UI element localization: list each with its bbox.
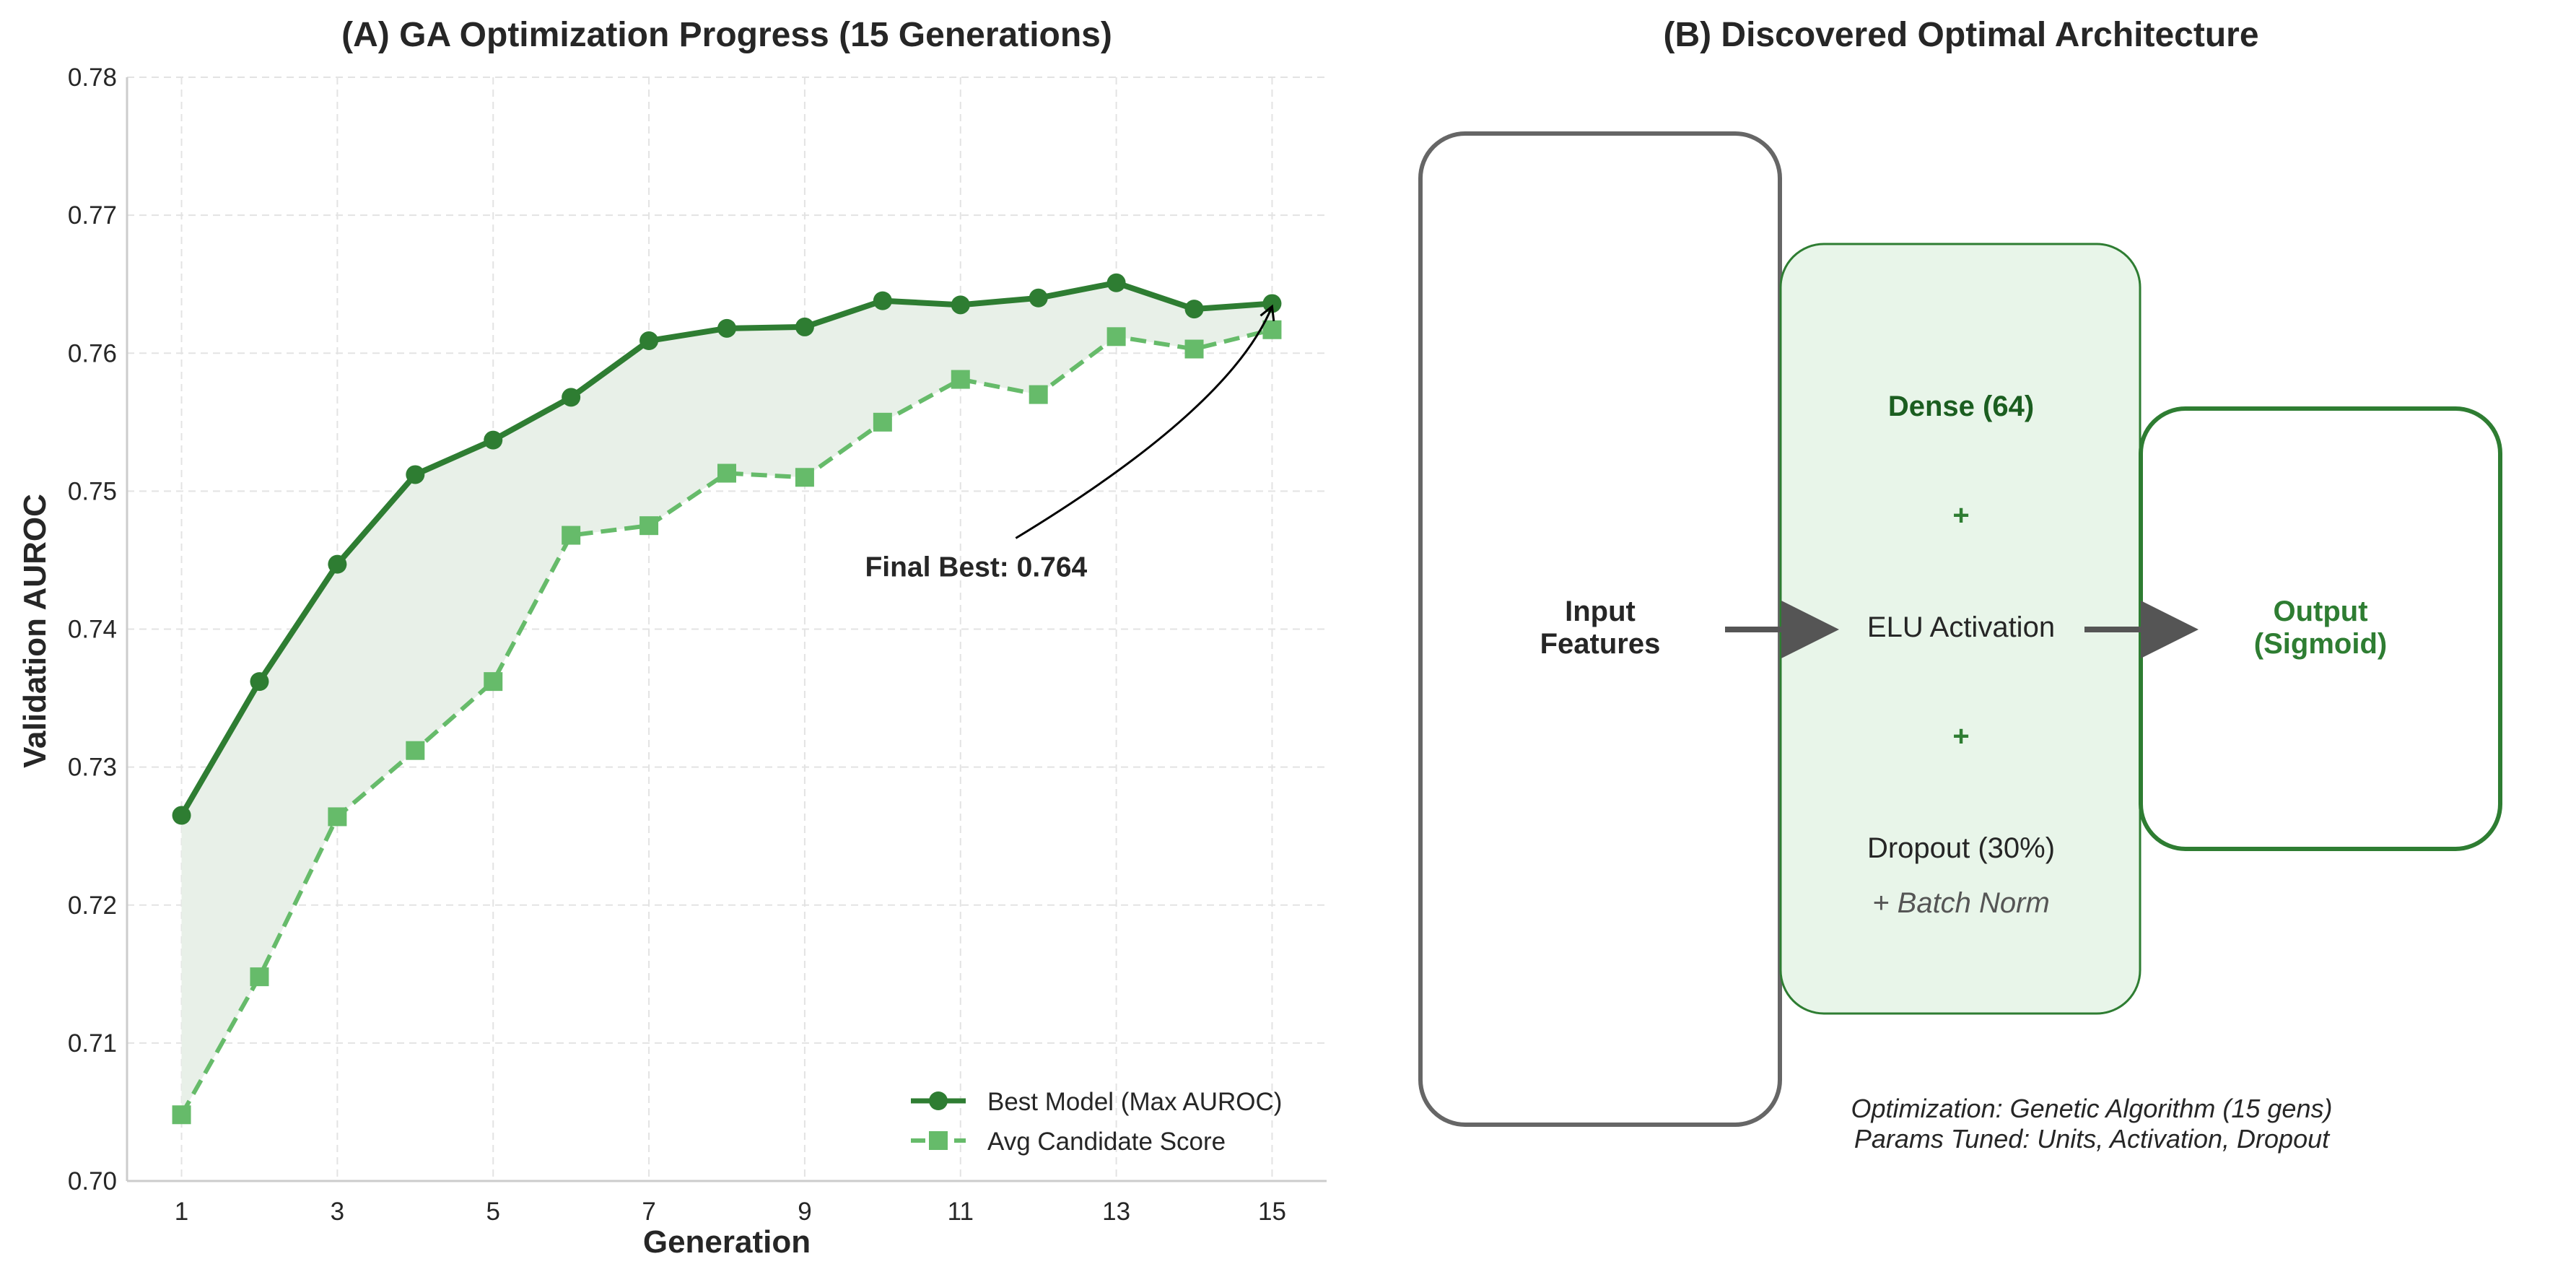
legend-best-label: Best Model (Max AUROC) [987, 1088, 1282, 1116]
y-tick-label: 0.74 [68, 616, 117, 644]
x-tick-label: 5 [486, 1198, 499, 1226]
avg-candidate-point [951, 370, 970, 389]
avg-candidate-point [873, 412, 892, 432]
best-model-point [484, 430, 503, 450]
legend-best-marker [929, 1091, 948, 1110]
best-model-point [172, 806, 191, 825]
best-model-point [562, 388, 581, 407]
dense-layer-label: Dense (64) [1888, 391, 2034, 422]
plus-symbol-2: + [1952, 720, 1969, 752]
x-axis-label: Generation [643, 1224, 811, 1260]
final-best-annotation-arrow [1015, 305, 1273, 539]
x-tick-label: 15 [1258, 1198, 1286, 1226]
legend-avg-marker [929, 1131, 948, 1150]
best-model-point [406, 465, 425, 484]
best-model-point [639, 331, 659, 351]
panel-b-title: (B) Discovered Optimal Architecture [1663, 16, 2258, 54]
output-label-line1: Output [2273, 596, 2367, 627]
y-tick-label: 0.77 [68, 201, 117, 230]
optimization-note-line1: Optimization: Genetic Algorithm (15 gens… [1851, 1094, 2333, 1123]
x-tick-label: 9 [798, 1198, 811, 1226]
chart-axes [126, 77, 1327, 1182]
chart-tick-labels: 0.700.710.720.730.740.750.760.770.781 3 5 7… [68, 64, 1286, 1226]
panel-a-title: (A) GA Optimization Progress (15 Generat… [341, 16, 1112, 54]
avg-candidate-line [179, 327, 1273, 1116]
input-features-label-line1: Input [1565, 596, 1636, 627]
avg-candidate-point [1106, 327, 1126, 347]
x-tick-label: 7 [642, 1198, 655, 1226]
final-best-annotation: Final Best: 0.764 [865, 552, 1087, 583]
avg-candidate-point [484, 672, 503, 692]
avg-candidate-point [795, 468, 814, 487]
avg-candidate-point [1262, 320, 1282, 339]
avg-candidate-point [562, 526, 581, 545]
avg-candidate-point [172, 1105, 191, 1125]
legend-avg-label: Avg Candidate Score [987, 1128, 1226, 1156]
output-label-line2: (Sigmoid) [2254, 628, 2387, 660]
avg-candidate-point [1029, 385, 1048, 404]
batch-norm-label: + Batch Norm [1872, 887, 2050, 919]
y-tick-label: 0.78 [68, 64, 117, 92]
best-model-point [717, 318, 736, 338]
best-model-point [873, 291, 892, 310]
y-axis-label: Validation AUROC [17, 494, 53, 768]
best-model-point [250, 672, 269, 692]
y-tick-label: 0.73 [68, 754, 117, 782]
best-model-point [795, 317, 814, 336]
best-model-point [951, 295, 970, 315]
avg-candidate-point [250, 967, 269, 987]
best-model-point [1029, 288, 1048, 308]
fill-between-area [181, 282, 1272, 1115]
chart-series [172, 273, 1282, 1125]
best-model-point [328, 554, 347, 574]
y-tick-label: 0.72 [68, 892, 117, 920]
activation-label: ELU Activation [1867, 611, 2055, 643]
dropout-label: Dropout (30%) [1867, 832, 2055, 864]
plus-symbol-1: + [1952, 500, 1969, 531]
x-tick-label: 1 [175, 1198, 188, 1226]
y-tick-label: 0.71 [68, 1029, 117, 1058]
best-model-point [1106, 273, 1126, 292]
avg-candidate-point [717, 463, 736, 483]
y-tick-label: 0.75 [68, 477, 117, 505]
avg-candidate-point [1184, 339, 1204, 359]
x-tick-label: 3 [331, 1198, 344, 1226]
y-tick-label: 0.76 [68, 339, 117, 367]
avg-candidate-point [639, 516, 659, 536]
y-tick-label: 0.70 [68, 1167, 117, 1195]
chart-legend: Best Model (Max AUROC) Avg Candidate Sco… [911, 1088, 1282, 1156]
x-tick-label: 11 [948, 1198, 974, 1226]
optimization-note-line2: Params Tuned: Units, Activation, Dropout [1854, 1124, 2331, 1154]
final-best-annotation-arrowhead [1259, 304, 1275, 322]
input-features-label-line2: Features [1540, 628, 1661, 660]
avg-candidate-point [406, 741, 425, 760]
best-model-point [1262, 294, 1282, 313]
x-tick-label: 13 [1102, 1198, 1130, 1226]
avg-candidate-point [328, 807, 347, 827]
best-model-point [1184, 300, 1204, 319]
